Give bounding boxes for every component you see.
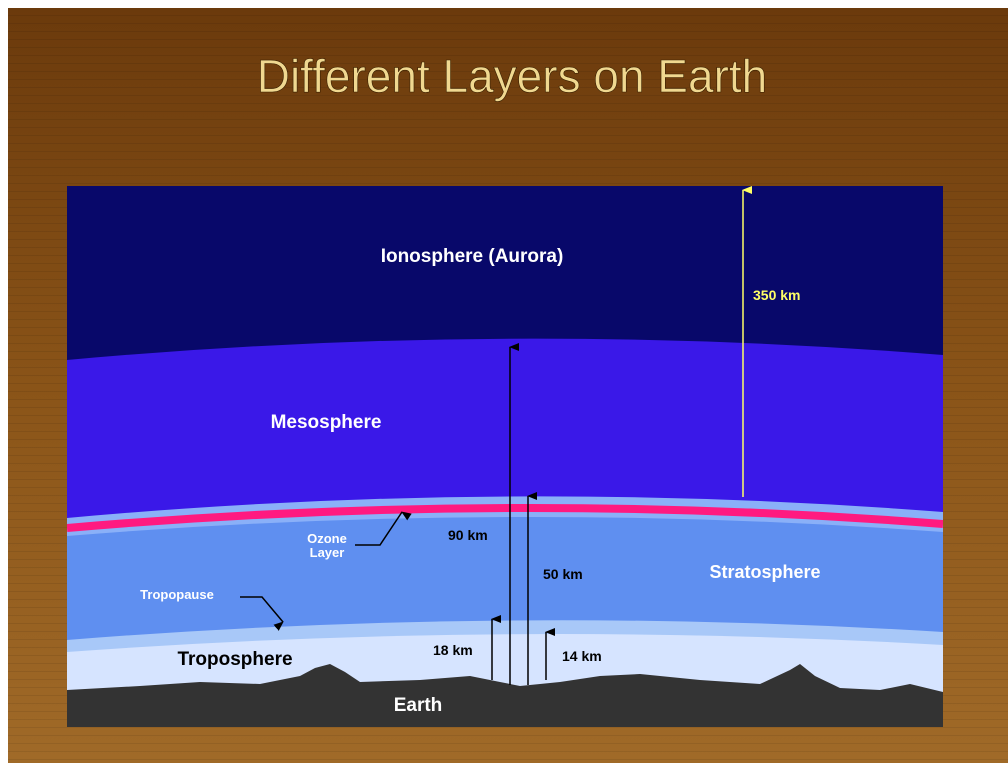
altitude-label: 14 km <box>562 648 602 664</box>
altitude-label: 350 km <box>753 287 800 303</box>
slide: Different Layers on Earth Ionosphere (Au… <box>0 0 1008 763</box>
altitude-label: 90 km <box>448 527 488 543</box>
layer-label: Earth <box>394 695 443 716</box>
slide-title: Different Layers on Earth <box>257 50 768 102</box>
callout: Tropopause <box>140 587 214 602</box>
layer-label: Troposphere <box>177 649 292 670</box>
layer-label: Ionosphere (Aurora) <box>381 246 564 267</box>
page: Different Layers on Earth Ionosphere (Au… <box>0 0 1008 763</box>
diagram <box>67 186 943 727</box>
layer-label: Mesosphere <box>271 412 382 433</box>
altitude-label: 50 km <box>543 566 583 582</box>
callout: Layer <box>310 545 345 560</box>
layer-label: Stratosphere <box>709 562 820 582</box>
callout: Ozone <box>307 531 347 546</box>
altitude-label: 18 km <box>433 642 473 658</box>
